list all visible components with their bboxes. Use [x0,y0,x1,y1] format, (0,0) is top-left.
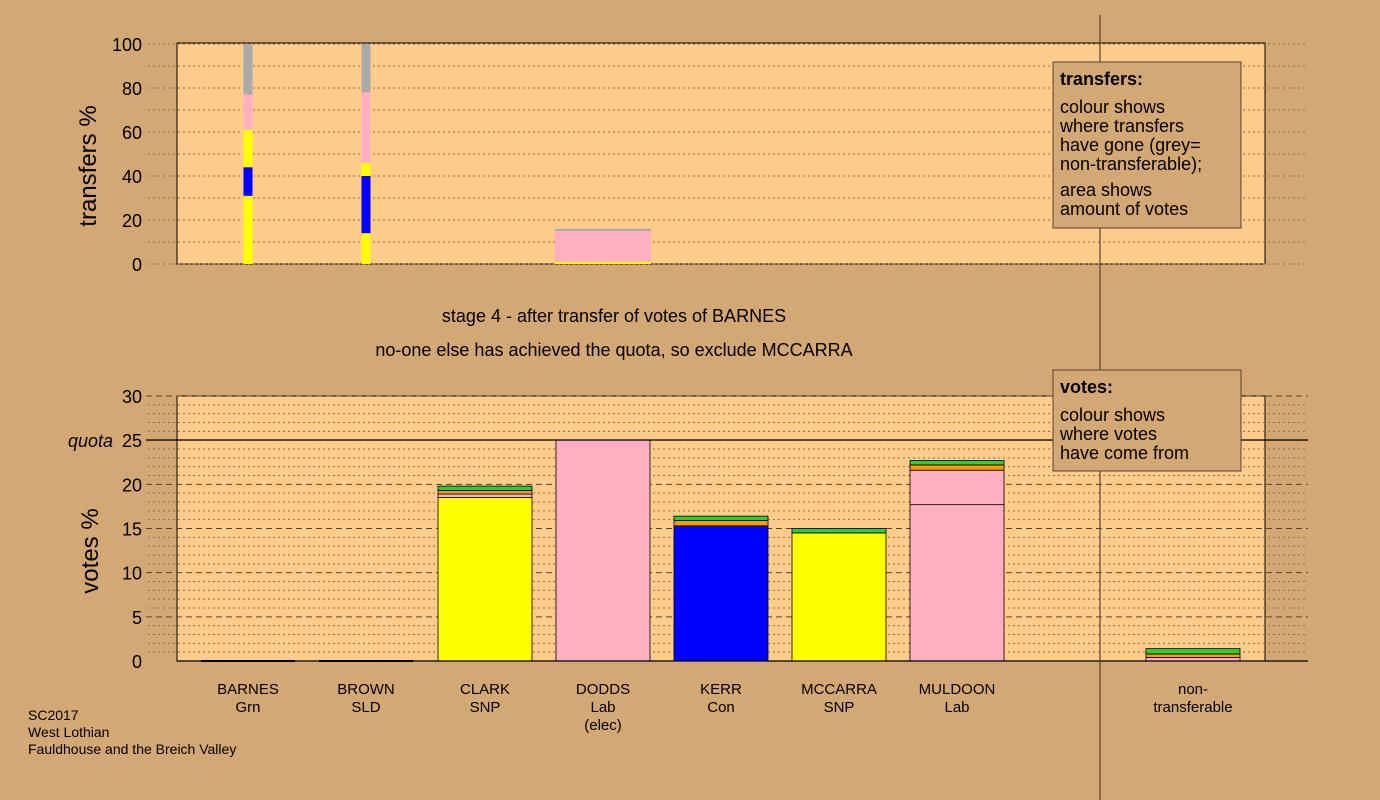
candidate-party: SNP [824,699,855,716]
vote-segment [555,439,651,662]
y-tick-label: 30 [122,387,142,407]
stage-description: stage 4 - after transfer of votes of BAR… [442,306,786,326]
transfers-legend-title: transfers: [1060,69,1143,89]
vote-segment [437,485,533,491]
vote-segment [673,520,769,527]
candidate-party: SNP [470,699,501,716]
candidate-party: Con [707,699,735,716]
y-tick-label: 20 [122,475,142,495]
candidate-party: Lab [590,699,615,716]
vote-segment [673,525,769,662]
y-tick-label: 5 [132,608,142,628]
transfer-segment [243,195,253,264]
vote-segment [909,504,1005,662]
transfer-segment [243,129,253,168]
transfers-legend-line: where transfers [1059,116,1184,136]
transfer-segment [361,44,371,93]
transfer-segment [243,94,253,130]
quota-label: quota [68,431,113,451]
votes-y-ticks: 0 5 10 15 20 25 30 [122,387,142,672]
votes-legend-line: colour shows [1060,405,1165,425]
candidate-status: (elec) [584,717,622,734]
transfer-segment [243,167,253,196]
vote-segment [1145,653,1241,658]
votes-legend-title: votes: [1060,377,1113,397]
transfer-segment [555,228,651,231]
y-tick-label: 10 [122,564,142,584]
votes-legend: votes: colour shows where votes have com… [1052,369,1242,472]
vote-bars [201,439,1241,662]
candidate-name: DODDS [576,681,630,698]
vote-segment [673,515,769,521]
exclusion-note: no-one else has achieved the quota, so e… [375,340,852,360]
votes-legend-line: where votes [1059,424,1157,444]
candidate-party: Lab [944,699,969,716]
transfer-segment [361,162,371,176]
vote-segment [909,460,1005,466]
vote-segment [791,532,887,662]
transfer-segment [361,233,371,264]
candidate-name: MULDOON [919,681,996,698]
transfer-bars [243,44,651,264]
candidate-party: SLD [351,699,380,716]
vote-segment [437,497,533,662]
transfers-legend-line: have gone (grey= [1060,135,1201,155]
y-tick-label: 0 [132,255,142,275]
y-tick-label: 60 [122,123,142,143]
y-tick-label: 100 [112,35,142,55]
transfer-segment [243,44,253,95]
vote-segment [909,469,1005,506]
transfer-segment [361,176,371,234]
candidate-name: MCCARRA [801,681,877,698]
vote-segment [791,528,887,534]
ward-name: Fauldhouse and the Breich Valley [28,741,236,757]
candidate-name: CLARK [460,681,510,698]
council-name: West Lothian [28,724,109,740]
election-id: SC2017 [28,707,79,723]
candidate-party: Grn [235,699,260,716]
transfers-legend-line: area shows [1060,180,1152,200]
candidate-party: transferable [1153,699,1232,716]
candidate-name: non- [1178,681,1208,698]
y-tick-label: 25 [122,431,142,451]
vote-segment [1145,648,1241,655]
y-tick-label: 20 [122,211,142,231]
transfers-legend-line: amount of votes [1060,199,1188,219]
transfer-segment [555,261,651,264]
transfers-y-ticks: 0 20 40 60 80 100 [112,35,142,275]
transfer-segment [361,92,371,163]
transfer-segment [555,231,651,262]
transfers-legend: transfers: colour shows where transfers … [1052,61,1242,229]
vote-segment [909,464,1005,471]
y-tick-label: 80 [122,79,142,99]
y-tick-label: 0 [132,652,142,672]
vote-segment [437,493,533,498]
candidate-labels: BARNESGrnBROWNSLDCLARKSNPDODDSLab(elec)K… [217,681,1232,734]
votes-axis-title: votes % [77,508,104,593]
votes-legend-line: have come from [1060,443,1189,463]
candidate-name: BARNES [217,681,279,698]
y-tick-label: 15 [122,520,142,540]
vote-segment [437,490,533,495]
y-tick-label: 40 [122,167,142,187]
transfers-legend-line: non-transferable); [1060,154,1202,174]
transfers-legend-line: colour shows [1060,97,1165,117]
transfers-axis-title: transfers % [75,105,102,226]
candidate-name: KERR [700,681,742,698]
candidate-name: BROWN [337,681,395,698]
